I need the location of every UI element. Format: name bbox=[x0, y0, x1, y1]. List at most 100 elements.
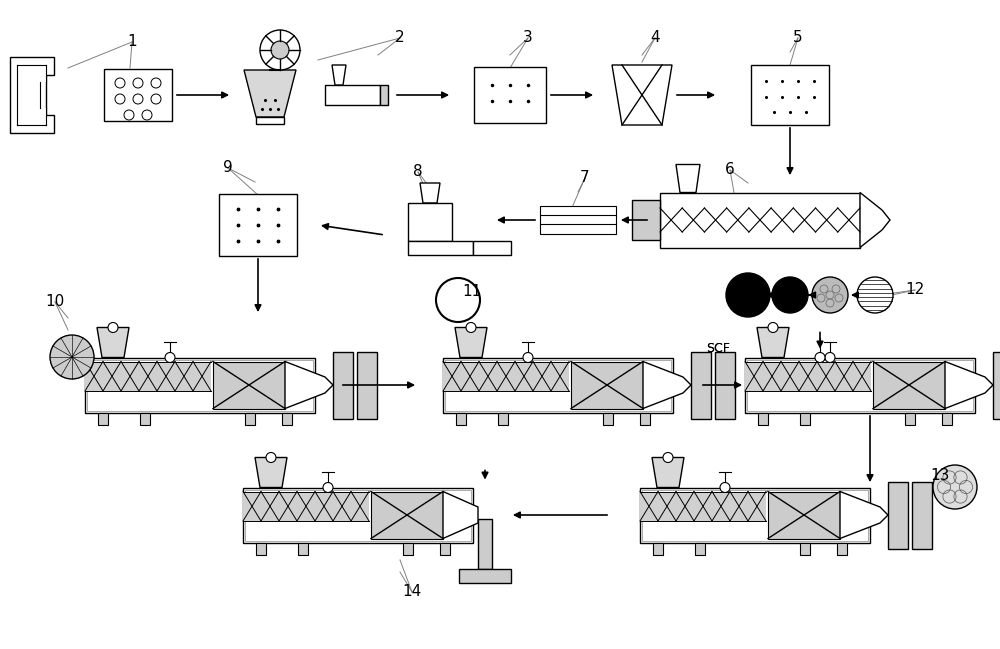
Bar bbox=[245, 413, 255, 424]
Bar bbox=[942, 413, 952, 424]
Circle shape bbox=[812, 277, 848, 313]
Bar bbox=[474, 67, 546, 123]
Text: SCF: SCF bbox=[706, 341, 730, 354]
Bar bbox=[912, 482, 932, 548]
Polygon shape bbox=[730, 491, 748, 521]
Polygon shape bbox=[533, 361, 551, 391]
Text: 7: 7 bbox=[580, 171, 590, 186]
Polygon shape bbox=[17, 65, 46, 125]
Bar bbox=[837, 543, 847, 554]
Bar bbox=[298, 543, 308, 554]
Polygon shape bbox=[97, 328, 129, 358]
Polygon shape bbox=[612, 65, 672, 125]
Polygon shape bbox=[157, 361, 175, 391]
Polygon shape bbox=[333, 491, 351, 521]
Bar bbox=[498, 413, 508, 424]
Text: 9: 9 bbox=[223, 160, 233, 175]
Polygon shape bbox=[243, 491, 261, 521]
Polygon shape bbox=[85, 361, 103, 391]
Polygon shape bbox=[420, 183, 440, 203]
Circle shape bbox=[151, 78, 161, 88]
Bar bbox=[459, 569, 511, 583]
Circle shape bbox=[720, 482, 730, 493]
Text: 2: 2 bbox=[395, 31, 405, 45]
Bar bbox=[445, 360, 671, 411]
Bar bbox=[325, 85, 380, 105]
Polygon shape bbox=[103, 361, 121, 391]
Polygon shape bbox=[279, 491, 297, 521]
Polygon shape bbox=[768, 491, 840, 539]
Circle shape bbox=[260, 30, 300, 70]
Circle shape bbox=[323, 482, 333, 493]
Circle shape bbox=[815, 352, 825, 363]
Bar bbox=[408, 241, 473, 255]
Polygon shape bbox=[757, 328, 789, 358]
Circle shape bbox=[857, 277, 893, 313]
Polygon shape bbox=[860, 193, 890, 247]
Bar bbox=[640, 413, 650, 424]
Bar bbox=[245, 489, 471, 541]
Bar bbox=[745, 358, 975, 413]
Bar bbox=[993, 352, 1000, 419]
Polygon shape bbox=[139, 361, 157, 391]
Polygon shape bbox=[853, 361, 871, 391]
Bar bbox=[333, 352, 353, 419]
Bar bbox=[660, 193, 860, 247]
Bar bbox=[540, 215, 616, 225]
Circle shape bbox=[50, 335, 94, 379]
Polygon shape bbox=[315, 491, 333, 521]
Bar bbox=[473, 241, 511, 255]
Bar bbox=[408, 203, 452, 241]
Bar bbox=[140, 413, 150, 424]
Polygon shape bbox=[694, 491, 712, 521]
Polygon shape bbox=[945, 361, 993, 408]
Text: 11: 11 bbox=[462, 284, 482, 299]
Bar bbox=[758, 413, 768, 424]
Bar bbox=[540, 224, 616, 234]
Circle shape bbox=[271, 41, 289, 59]
Polygon shape bbox=[461, 361, 479, 391]
Polygon shape bbox=[255, 458, 287, 487]
Bar bbox=[800, 413, 810, 424]
Bar bbox=[751, 65, 829, 125]
Polygon shape bbox=[840, 491, 888, 539]
Polygon shape bbox=[712, 491, 730, 521]
Text: 1: 1 bbox=[127, 34, 137, 49]
Bar bbox=[478, 519, 492, 569]
Bar bbox=[380, 85, 388, 105]
Bar bbox=[715, 352, 735, 419]
Polygon shape bbox=[652, 458, 684, 487]
Polygon shape bbox=[640, 491, 658, 521]
Polygon shape bbox=[799, 361, 817, 391]
Bar bbox=[800, 543, 810, 554]
Polygon shape bbox=[817, 361, 835, 391]
Polygon shape bbox=[193, 361, 211, 391]
Polygon shape bbox=[497, 361, 515, 391]
Polygon shape bbox=[658, 491, 676, 521]
Bar bbox=[357, 352, 377, 419]
Polygon shape bbox=[121, 361, 139, 391]
Bar bbox=[456, 413, 466, 424]
Bar bbox=[747, 360, 973, 411]
Bar bbox=[632, 200, 660, 240]
Polygon shape bbox=[745, 361, 763, 391]
Polygon shape bbox=[479, 361, 497, 391]
Polygon shape bbox=[351, 491, 369, 521]
Circle shape bbox=[933, 465, 977, 509]
Bar bbox=[104, 69, 172, 121]
Circle shape bbox=[133, 78, 143, 88]
Bar bbox=[219, 194, 297, 256]
Text: 10: 10 bbox=[45, 295, 65, 310]
Text: 3: 3 bbox=[523, 31, 533, 45]
Bar bbox=[87, 360, 313, 411]
Bar bbox=[640, 487, 870, 543]
Polygon shape bbox=[332, 65, 346, 85]
Polygon shape bbox=[676, 491, 694, 521]
Circle shape bbox=[133, 94, 143, 104]
Circle shape bbox=[663, 452, 673, 463]
Polygon shape bbox=[371, 491, 443, 539]
Bar bbox=[256, 543, 266, 554]
Circle shape bbox=[768, 323, 778, 332]
Bar bbox=[642, 489, 868, 541]
Circle shape bbox=[115, 94, 125, 104]
